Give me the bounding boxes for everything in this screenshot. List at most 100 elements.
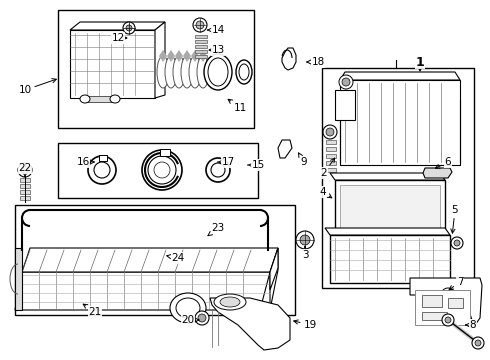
Ellipse shape [198,314,206,322]
Text: 13: 13 [209,45,224,55]
Bar [330,235,450,283]
Ellipse shape [173,56,185,88]
Ellipse shape [21,166,29,174]
Text: 3: 3 [302,246,308,260]
Ellipse shape [454,240,460,246]
Ellipse shape [206,158,230,182]
Ellipse shape [472,337,484,349]
Text: 14: 14 [208,25,224,35]
Polygon shape [15,272,270,310]
Ellipse shape [300,235,310,245]
Polygon shape [330,173,445,180]
Text: 22: 22 [19,163,32,177]
Ellipse shape [339,75,353,89]
Bar [335,90,355,120]
Bar [195,45,207,48]
Polygon shape [191,50,199,62]
Text: 5: 5 [451,205,458,233]
Bar [195,35,207,38]
Text: 9: 9 [298,153,307,167]
Bar [58,143,258,198]
Bar [160,149,170,156]
Text: 17: 17 [218,157,235,167]
Bar [58,10,254,128]
Bar [85,96,115,102]
Bar [422,295,442,307]
Ellipse shape [456,304,468,316]
Ellipse shape [208,58,228,86]
Ellipse shape [196,21,204,29]
Ellipse shape [195,311,209,325]
Polygon shape [423,168,452,178]
Bar [15,205,295,315]
Ellipse shape [18,163,32,177]
Ellipse shape [154,162,170,178]
Polygon shape [70,22,165,30]
Text: 6: 6 [436,157,451,168]
Bar [448,298,463,308]
Ellipse shape [445,317,451,323]
Polygon shape [155,22,165,98]
Ellipse shape [181,56,193,88]
Ellipse shape [323,125,337,139]
Text: 19: 19 [294,320,317,330]
Polygon shape [278,140,292,158]
Polygon shape [270,248,278,290]
Text: 11: 11 [228,99,246,113]
Bar [326,147,336,151]
Polygon shape [167,50,175,62]
Ellipse shape [239,64,249,80]
Text: 20: 20 [181,315,199,325]
Ellipse shape [94,162,110,178]
Bar [195,40,207,43]
Bar [20,190,30,194]
Ellipse shape [189,56,201,88]
Bar [422,312,447,320]
Text: 2: 2 [320,158,335,178]
Polygon shape [282,48,296,70]
Polygon shape [340,72,460,80]
Polygon shape [410,278,482,325]
Ellipse shape [296,231,314,249]
Bar [326,140,336,144]
Ellipse shape [142,150,182,190]
Text: 7: 7 [449,277,464,290]
Ellipse shape [236,60,252,84]
Text: 10: 10 [19,78,56,95]
Bar [415,290,470,325]
Bar [326,168,336,172]
Bar [335,180,445,235]
Ellipse shape [165,56,177,88]
Polygon shape [270,248,278,310]
Polygon shape [199,50,207,62]
Ellipse shape [193,18,207,32]
Bar [195,55,207,58]
Ellipse shape [444,291,452,299]
Ellipse shape [459,307,465,313]
Ellipse shape [475,340,481,346]
Polygon shape [175,50,183,62]
Polygon shape [15,248,22,310]
Bar [326,154,336,158]
Ellipse shape [326,128,334,136]
Bar [340,80,460,165]
Ellipse shape [442,314,454,326]
Ellipse shape [342,78,350,86]
Bar [326,161,336,165]
Ellipse shape [220,297,240,307]
Text: 16: 16 [76,157,94,167]
Bar [70,30,155,98]
Ellipse shape [126,25,132,31]
Text: 24: 24 [167,253,185,263]
Text: 1: 1 [416,55,424,71]
Bar [20,184,30,188]
Polygon shape [22,248,278,272]
Polygon shape [159,50,167,62]
Bar [99,155,107,161]
Bar [20,178,30,182]
Bar [322,68,474,288]
Bar [20,196,30,200]
Ellipse shape [204,54,232,90]
Ellipse shape [110,95,120,103]
Text: 23: 23 [208,223,224,236]
